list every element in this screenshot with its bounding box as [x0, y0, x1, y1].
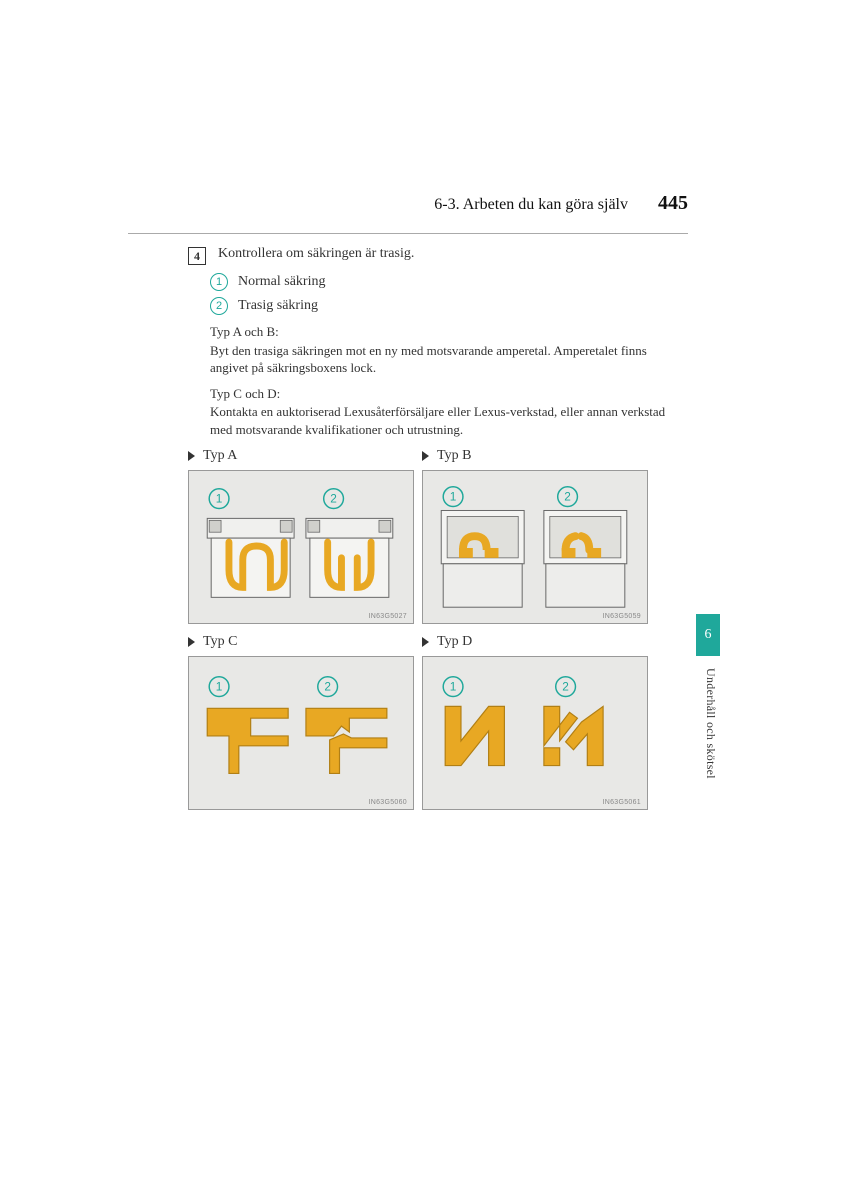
diagram-type-a: 1 2 IN63G5027 [188, 470, 414, 624]
note-body: Kontakta en auktoriserad Lexusåterförsäl… [210, 403, 688, 438]
triangle-icon [188, 451, 195, 461]
svg-text:1: 1 [450, 680, 457, 694]
triangle-icon [188, 637, 195, 647]
note-body: Byt den trasiga säkringen mot en ny med … [210, 342, 688, 377]
type-label-b: Typ B [422, 448, 648, 464]
step-row: 4 Kontrollera om säkringen är trasig. [188, 246, 688, 265]
page-number: 445 [658, 192, 688, 215]
step-text: Kontrollera om säkringen är trasig. [218, 246, 414, 262]
svg-text:1: 1 [450, 490, 457, 504]
note-title: Typ A och B: [210, 323, 688, 341]
section-tab: 6 [696, 614, 720, 656]
note-block-cd: Typ C och D: Kontakta en auktoriserad Le… [210, 385, 688, 439]
circle-marker-icon: 2 [210, 297, 228, 315]
svg-text:1: 1 [216, 492, 223, 506]
legend-item-1: 1 Normal säkring [210, 273, 688, 291]
type-label-c: Typ C [188, 634, 414, 650]
svg-text:2: 2 [564, 490, 571, 504]
note-title: Typ C och D: [210, 385, 688, 403]
svg-text:2: 2 [330, 492, 337, 506]
diagram-code: IN63G5061 [602, 799, 641, 806]
step-number-box: 4 [188, 247, 206, 265]
diagram-code: IN63G5060 [368, 799, 407, 806]
legend-item-2: 2 Trasig säkring [210, 297, 688, 315]
legend-text: Trasig säkring [238, 298, 318, 314]
note-block-ab: Typ A och B: Byt den trasiga säkringen m… [210, 323, 688, 377]
circle-marker-icon: 1 [210, 273, 228, 291]
triangle-icon [422, 451, 429, 461]
legend-text: Normal säkring [238, 274, 325, 290]
triangle-icon [422, 637, 429, 647]
diagram-type-b: 1 2 IN63G5059 [422, 470, 648, 624]
type-label-d: Typ D [422, 634, 648, 650]
svg-text:1: 1 [216, 680, 223, 694]
diagram-type-d: 1 2 IN63G5061 [422, 656, 648, 810]
diagram-code: IN63G5027 [368, 613, 407, 620]
type-label-a: Typ A [188, 448, 414, 464]
diagram-grid: Typ A [188, 448, 688, 810]
header-divider [128, 233, 688, 234]
svg-text:2: 2 [324, 680, 331, 694]
section-vertical-label: Underhåll och skötsel [703, 668, 718, 779]
section-label: 6-3. Arbeten du kan göra själv [434, 196, 628, 214]
diagram-type-c: 1 2 IN63G5060 [188, 656, 414, 810]
page-header: 6-3. Arbeten du kan göra själv 445 [128, 192, 688, 215]
svg-text:2: 2 [562, 680, 569, 694]
diagram-code: IN63G5059 [602, 613, 641, 620]
